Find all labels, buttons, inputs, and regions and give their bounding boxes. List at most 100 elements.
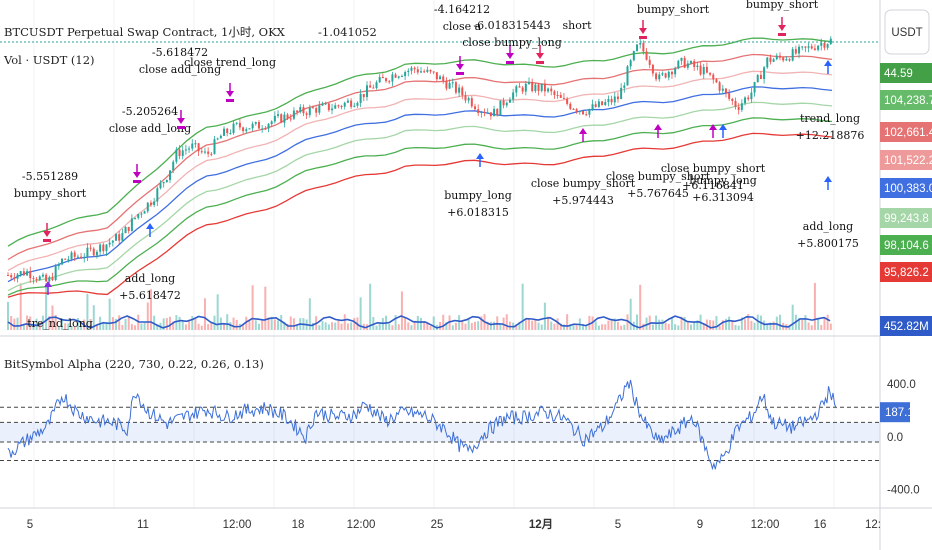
candle-body (826, 44, 829, 48)
candle-body (140, 213, 143, 215)
time-tick-label: 11 (137, 519, 149, 531)
signal-label: close bumpy_long (462, 36, 562, 49)
volume-bars (7, 282, 832, 330)
candle-body (153, 201, 156, 206)
volume-bar (721, 320, 724, 330)
signal-label: close bumpy_short (661, 162, 766, 175)
volume-bar (181, 321, 184, 330)
candle-body (45, 274, 48, 282)
volume-bar (559, 324, 562, 330)
signal-arrow-head (43, 231, 51, 237)
band-basis (7, 86, 833, 283)
candle-body (562, 97, 565, 99)
signal-label: -5.205264 (122, 105, 178, 118)
candle-body (331, 108, 334, 111)
candle-body (674, 68, 677, 75)
candle-body (782, 57, 785, 61)
candle-body (162, 182, 165, 184)
price-grid (33, 0, 835, 508)
signal-marker: -4.164212 close a (434, 3, 490, 75)
signal-label: -5.618472 (152, 46, 208, 59)
signal-arrow-head (133, 172, 141, 178)
volume-bar (690, 324, 693, 330)
volume-bar (29, 316, 32, 330)
currency-button-label: USDT (891, 27, 922, 39)
signal-label: +5.800175 (797, 237, 859, 250)
currency-button[interactable]: USDT (884, 9, 930, 55)
candle-body (10, 275, 13, 278)
candle-body (753, 82, 756, 93)
volume-ma-line (7, 315, 831, 329)
volume-bar (709, 320, 712, 330)
candle-body (645, 51, 648, 60)
candle-body (124, 226, 127, 234)
volume-bar (64, 323, 67, 330)
candle-body (388, 81, 391, 83)
candle-body (108, 242, 111, 245)
signal-marker: add_long +5.800175 (797, 176, 859, 250)
volume-bar (10, 316, 13, 330)
candle-body (359, 93, 362, 103)
candle-body (19, 271, 22, 275)
candle-body (442, 76, 445, 82)
candle-body (667, 71, 670, 78)
candle-body (7, 275, 9, 277)
candle-body (512, 92, 515, 100)
volume-bar (769, 322, 772, 330)
band-lower (7, 117, 833, 296)
time-tick-label: 16 (814, 519, 827, 531)
candle-body (483, 112, 486, 114)
time-tick-label: 9 (697, 519, 703, 531)
volume-bar (693, 321, 696, 330)
volume-bar (7, 301, 9, 330)
candle-body (296, 110, 299, 112)
candle-body (381, 76, 384, 79)
candle-body (61, 258, 64, 265)
volume-bar (340, 323, 343, 330)
volume-bar (572, 325, 575, 330)
signal-arrow-head (44, 281, 52, 287)
signal-marker: close trend_long (184, 56, 276, 102)
volume-bar (48, 316, 51, 330)
candle-body (277, 114, 280, 116)
volume-bar (712, 320, 715, 330)
volume-bar (556, 318, 559, 330)
signal-label: bumpy_long (689, 174, 757, 187)
candle-body (810, 46, 813, 49)
candle-body (16, 274, 19, 279)
candle-body (508, 99, 511, 103)
volume-bar (115, 319, 118, 330)
signal-marker-bar (506, 61, 514, 64)
candle-body (591, 104, 594, 109)
signal-marker: close bumpy_short +5.767645 (606, 124, 711, 200)
candle-body (299, 107, 302, 112)
candle-body (378, 76, 381, 83)
candle-body (372, 87, 375, 89)
volume-bar (829, 323, 832, 330)
time-tick-label: 18 (292, 519, 305, 531)
time-tick-label: 5 (615, 519, 621, 531)
candle-body (439, 76, 442, 80)
signal-marker: tre_nd_long (27, 281, 93, 330)
volume-bar (664, 322, 667, 330)
signal-arrow-head (639, 28, 647, 34)
volume-bar (331, 322, 334, 330)
volume-bar (604, 324, 607, 330)
candle-body (149, 202, 152, 206)
volume-bar (534, 319, 537, 330)
candle-body (543, 83, 546, 92)
candle-body (127, 226, 130, 231)
volume-bar (686, 321, 689, 330)
volume-bar (601, 324, 604, 330)
volume-bar (197, 323, 200, 330)
volume-bar (461, 321, 464, 330)
volume-bar (419, 317, 422, 330)
candle-body (289, 118, 292, 120)
volume-bar (499, 324, 502, 330)
candle-body (680, 57, 683, 61)
candle-body (353, 105, 356, 107)
candle-body (458, 87, 461, 93)
candle-body (41, 274, 44, 277)
volume-bar (57, 325, 60, 330)
